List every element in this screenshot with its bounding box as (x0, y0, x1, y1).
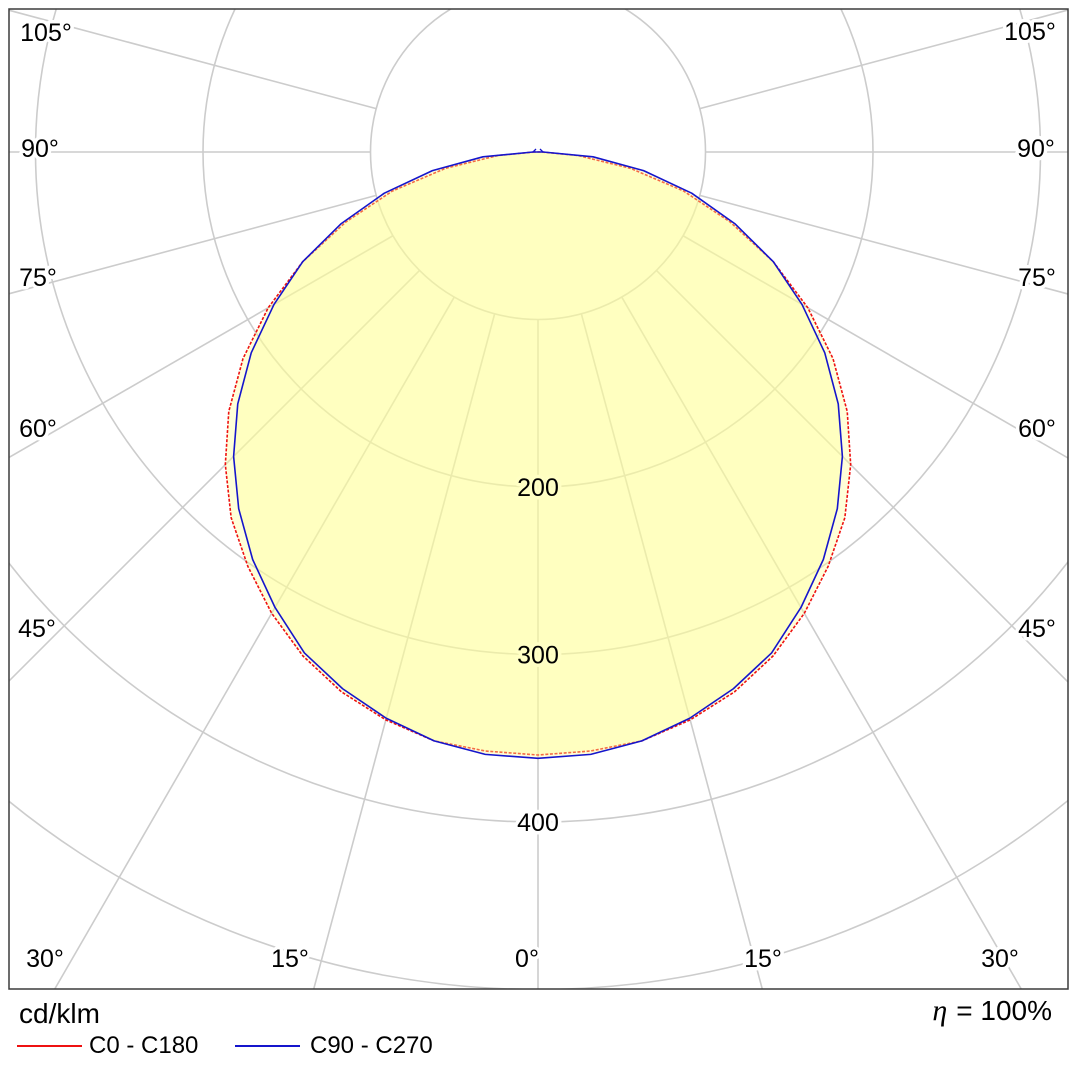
legend: C0 - C180 C90 - C270 (0, 1032, 700, 1062)
grid-spoke-R15 (580, 313, 764, 989)
efficiency-value: = 100% (956, 995, 1052, 1026)
radial-label-300: 300 (517, 642, 559, 670)
angle-label-right-75: 75° (1018, 264, 1056, 292)
grid-spoke-L15 (312, 313, 496, 989)
grid-spoke-L105 (9, 9, 377, 110)
grid-spoke-R75 (699, 194, 1068, 295)
angle-label-left-60: 60° (19, 415, 57, 443)
plot-border (8, 8, 1069, 990)
efficiency-label: η = 100% (932, 994, 1052, 1028)
angle-label-bottom-R30: 30° (981, 945, 1019, 973)
angle-label-left-75: 75° (19, 264, 57, 292)
eta-symbol: η (932, 994, 948, 1027)
radial-label-400: 400 (517, 809, 559, 837)
angle-label-right-105: 105° (1004, 18, 1056, 46)
grid-spoke-R45 (655, 269, 1068, 684)
angle-label-left-90: 90° (21, 135, 59, 163)
grid-spoke-L45 (9, 269, 421, 683)
unit-label: cd/klm (19, 998, 100, 1029)
angle-label-bottom-L15: 15° (271, 945, 309, 973)
grid-spoke-R105 (699, 9, 1068, 110)
angle-label-left-45: 45° (18, 615, 56, 643)
legend-line-c0-c180 (17, 1045, 82, 1047)
curve-C90-C270 (232, 151, 844, 760)
grid-spoke-L30 (53, 296, 455, 989)
grid-spoke-R30 (621, 296, 1023, 989)
curve-apex-marks (532, 148, 544, 153)
angle-label-left-105: 105° (20, 19, 72, 47)
angle-label-right-60: 60° (1018, 415, 1056, 443)
grid-spoke-L75 (9, 194, 377, 295)
legend-line-c90-c270 (235, 1045, 300, 1047)
legend-label-c90-c270: C90 - C270 (310, 1032, 433, 1059)
angle-label-right-90: 90° (1017, 135, 1055, 163)
angle-label-bottom-L0: 0° (515, 945, 539, 973)
grid-spoke-R60 (682, 235, 1068, 459)
angle-label-right-45: 45° (1018, 615, 1056, 643)
grid-spoke-L60 (9, 235, 394, 459)
radial-label-200: 200 (517, 474, 559, 502)
angle-label-bottom-L30: 30° (26, 945, 64, 973)
legend-label-c0-c180: C0 - C180 (89, 1032, 199, 1059)
angle-label-bottom-R15: 15° (744, 945, 782, 973)
